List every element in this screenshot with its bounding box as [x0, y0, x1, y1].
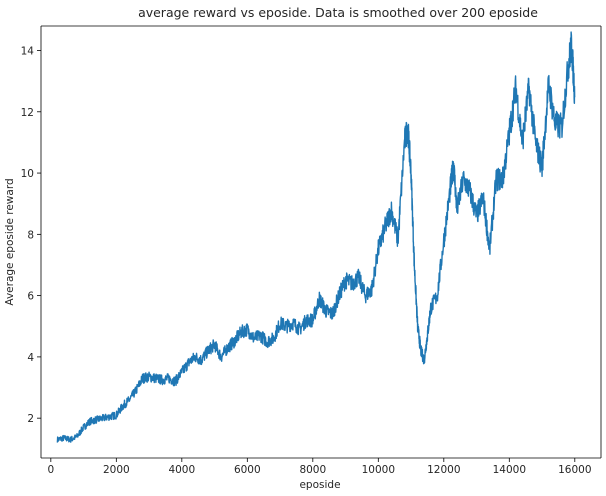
y-tick-label: 6: [27, 291, 34, 303]
x-tick-label: 6000: [234, 464, 261, 476]
x-tick-label: 14000: [493, 464, 526, 476]
chart-title: average reward vs eposide. Data is smoot…: [138, 5, 538, 20]
x-tick-label: 8000: [299, 464, 326, 476]
y-tick-label: 14: [21, 46, 35, 58]
x-tick-label: 10000: [362, 464, 395, 476]
x-tick-label: 12000: [427, 464, 460, 476]
series-line: [56, 31, 576, 443]
y-axis-label: Average eposide reward: [4, 178, 16, 305]
x-axis-label: eposide: [299, 479, 340, 491]
x-tick-label: 4000: [168, 464, 195, 476]
x-tick-label: 0: [47, 464, 54, 476]
y-tick-label: 12: [21, 107, 34, 119]
x-tick-label: 16000: [558, 464, 591, 476]
y-tick-label: 4: [27, 352, 34, 364]
y-tick-label: 2: [27, 413, 34, 425]
y-tick-label: 10: [21, 168, 34, 180]
x-tick-label: 2000: [103, 464, 130, 476]
plot-area: 0 2000 4000 6000 8000 10000 12000 14000 16000 2 4 6…: [21, 25, 602, 476]
y-tick-label: 8: [27, 229, 34, 241]
